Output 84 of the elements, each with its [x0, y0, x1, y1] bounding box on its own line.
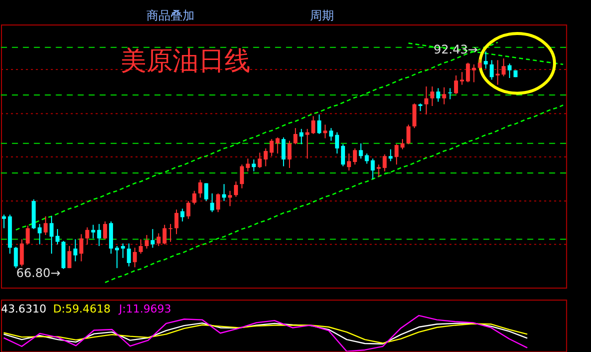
candlestick	[442, 86, 446, 105]
text: 周期	[310, 8, 334, 23]
candlestick	[293, 128, 298, 145]
candlestick	[490, 60, 494, 80]
candlestick	[454, 74, 458, 95]
text: 商品叠加	[146, 8, 194, 23]
candlestick	[144, 234, 149, 250]
candlestick	[430, 86, 434, 106]
candlestick	[20, 238, 24, 267]
text: 美原油日线	[120, 46, 251, 76]
candlestick	[406, 124, 410, 145]
candlestick	[496, 60, 500, 86]
candlestick	[329, 128, 334, 142]
candlestick	[370, 158, 375, 180]
candlestick	[156, 232, 161, 247]
candlestick	[103, 220, 108, 240]
candlestick	[138, 238, 143, 254]
candlestick	[38, 223, 42, 245]
candlestick	[323, 124, 328, 139]
candlestick	[460, 72, 464, 86]
candlestick	[79, 234, 84, 262]
candlestick	[97, 223, 102, 247]
candlestick	[26, 225, 30, 245]
candlestick	[436, 88, 440, 102]
candlestick	[424, 86, 428, 115]
candlestick	[252, 158, 256, 172]
candlestick	[311, 116, 316, 134]
candlestick	[341, 144, 346, 167]
candlestick	[216, 192, 220, 213]
candlestick	[192, 190, 196, 205]
candlestick	[44, 216, 48, 236]
candlestick	[376, 164, 381, 177]
candlestick	[56, 228, 60, 245]
candlestick	[246, 158, 250, 172]
candlestick	[240, 164, 244, 189]
candlestick	[448, 88, 452, 100]
candlestick	[168, 223, 173, 242]
candlestick	[508, 63, 512, 78]
candlestick	[478, 58, 482, 70]
candlestick	[114, 246, 119, 269]
candlestick	[299, 128, 304, 145]
candlestick	[358, 142, 363, 160]
candlestick	[466, 62, 470, 83]
text: J:11.9693	[118, 302, 172, 316]
candlestick	[472, 64, 476, 83]
candlestick	[335, 132, 340, 154]
candlestick	[204, 182, 208, 202]
candlestick	[91, 224, 96, 239]
candlestick	[484, 50, 488, 70]
candlestick	[73, 238, 78, 262]
candlestick	[364, 153, 369, 164]
candlestick	[174, 209, 178, 235]
candlestick	[132, 247, 137, 268]
candlestick	[180, 208, 184, 222]
candlestick	[346, 153, 351, 171]
annotation: 66.80→	[16, 266, 60, 280]
candlestick	[412, 102, 416, 129]
candlestick	[67, 246, 72, 269]
candlestick	[198, 179, 202, 198]
candlestick	[394, 144, 399, 166]
candlestick	[210, 192, 214, 213]
candlestick	[2, 214, 6, 229]
candlestick	[502, 58, 506, 77]
candlestick	[264, 148, 268, 167]
candlestick	[186, 200, 190, 220]
candlestick	[287, 140, 292, 168]
candlestick	[234, 181, 238, 198]
candlestick	[14, 246, 18, 269]
candlestick	[120, 242, 125, 258]
candlestick	[228, 190, 232, 207]
candlestick	[305, 128, 310, 160]
candlestick	[150, 228, 155, 248]
candlestick	[382, 154, 387, 172]
text: D:59.4618	[53, 302, 111, 316]
candlestick	[400, 138, 404, 150]
candlestick	[352, 148, 357, 166]
candlestick	[276, 136, 280, 154]
candlestick	[388, 148, 393, 162]
candlestick	[162, 224, 167, 245]
candlestick	[50, 216, 54, 254]
candlestick	[282, 136, 286, 167]
candlestick	[126, 242, 131, 267]
candlestick	[270, 138, 274, 157]
candlestick	[317, 114, 322, 134]
